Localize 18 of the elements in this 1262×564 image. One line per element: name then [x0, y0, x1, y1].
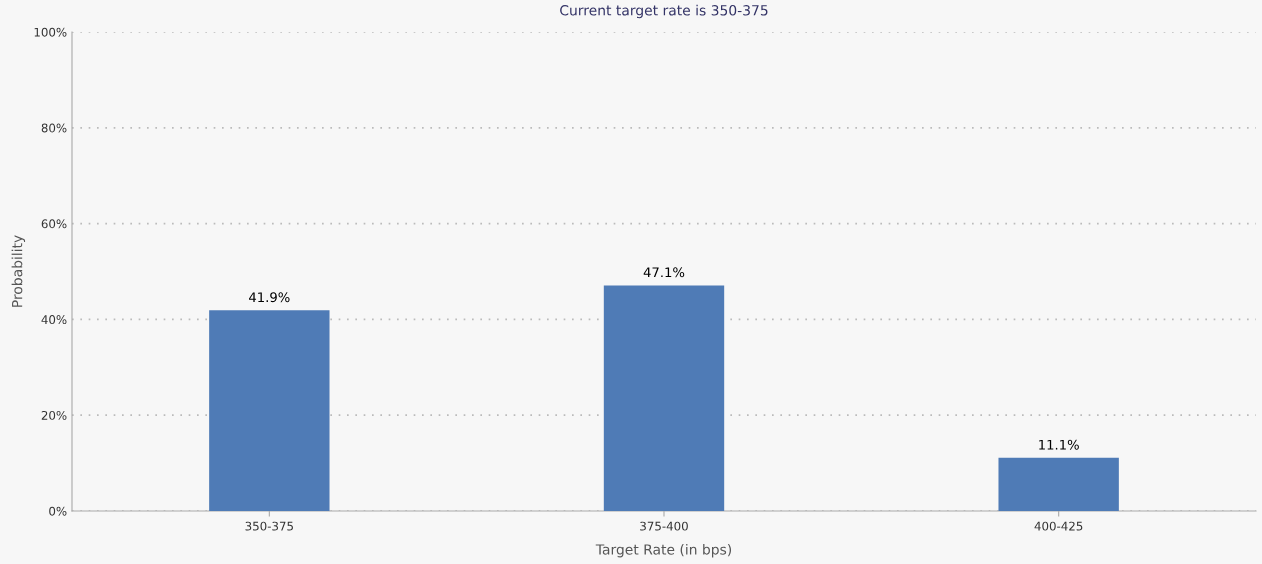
data-label: 41.9% [249, 292, 290, 303]
y-axis-title: Probability [11, 235, 26, 307]
x-tick-label: 350-375 [245, 521, 293, 531]
bar [209, 310, 330, 511]
x-tick-label: 400-425 [1034, 521, 1083, 531]
x-tick-label: 375-400 [640, 521, 688, 531]
y-tick-label: 0% [49, 506, 67, 516]
y-tick-label: 60% [41, 219, 67, 229]
x-axis-title: Target Rate (in bps) [595, 543, 732, 558]
data-label: 47.1% [643, 267, 685, 278]
y-tick-label: 80% [41, 123, 67, 133]
data-label: 11.1% [1039, 439, 1079, 450]
chart-title: Current target rate is 350-375 [560, 4, 768, 19]
bar [603, 285, 725, 511]
y-tick-label: 40% [41, 315, 67, 325]
bar [998, 457, 1119, 511]
y-tick-label: 20% [41, 410, 67, 420]
y-tick-label: 100% [34, 27, 67, 37]
